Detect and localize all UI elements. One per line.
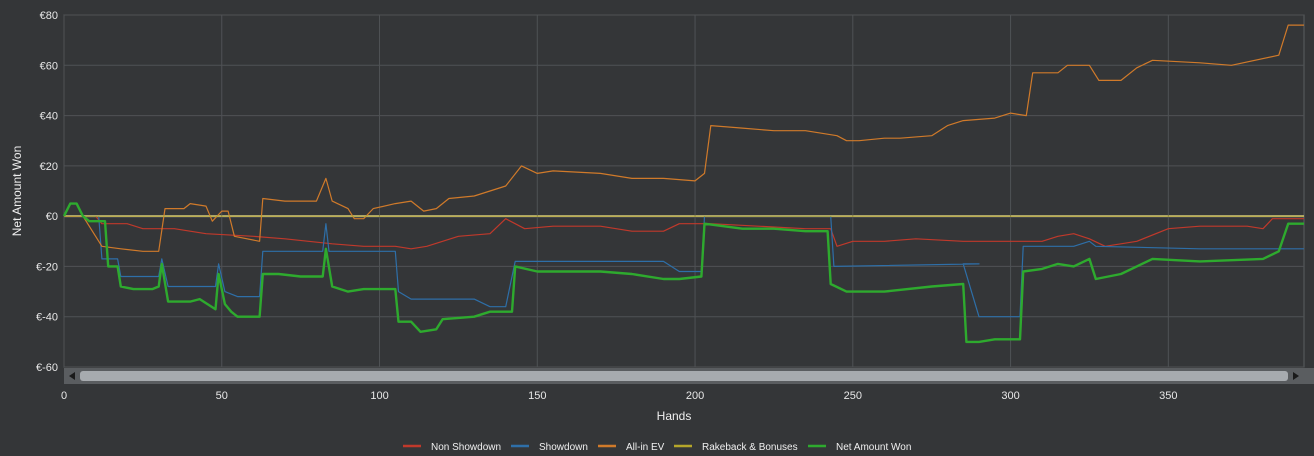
legend: Non Showdown Showdown All-in EV Rakeback & … bbox=[403, 442, 911, 453]
y-tick-label: €-60 bbox=[36, 362, 58, 374]
x-tick-label: 350 bbox=[1159, 390, 1177, 402]
y-axis-title: Net Amount Won bbox=[10, 146, 24, 237]
plot-area bbox=[63, 14, 1305, 368]
y-tick-label: €20 bbox=[40, 161, 58, 173]
x-tick-label: 100 bbox=[370, 390, 388, 402]
x-tick-label: 300 bbox=[1001, 390, 1019, 402]
scroll-left-icon[interactable] bbox=[69, 372, 75, 380]
x-tick-label: 0 bbox=[61, 390, 67, 402]
y-tick-label: €80 bbox=[40, 10, 58, 22]
x-tick-label: 50 bbox=[216, 390, 228, 402]
series-lines bbox=[62, 24, 1304, 344]
x-tick-label: 200 bbox=[686, 390, 704, 402]
y-tick-label: €-40 bbox=[36, 312, 58, 324]
series-line-showdown bbox=[63, 203, 1304, 318]
axis-ticks: €80 €60 €40 €20 €0 €-20 €-40 €-60 0 50 100 150 200 25… bbox=[36, 10, 1178, 402]
y-tick-label: €40 bbox=[40, 111, 58, 123]
legend-label: Showdown bbox=[539, 442, 588, 453]
scrollbar-thumb[interactable] bbox=[80, 371, 1288, 381]
scroll-right-icon[interactable] bbox=[1293, 372, 1299, 380]
y-tick-label: €0 bbox=[46, 211, 58, 223]
y-tick-label: €-20 bbox=[36, 261, 58, 273]
legend-label: All-in EV bbox=[626, 442, 665, 453]
horizontal-scrollbar[interactable] bbox=[64, 368, 1314, 384]
x-tick-label: 250 bbox=[844, 390, 862, 402]
x-axis-title: Hands bbox=[657, 409, 692, 423]
legend-label: Rakeback & Bonuses bbox=[702, 442, 798, 453]
legend-label: Non Showdown bbox=[431, 442, 501, 453]
y-tick-label: €60 bbox=[40, 60, 58, 72]
series-line-non-showdown bbox=[64, 215, 1304, 250]
x-tick-label: 150 bbox=[528, 390, 546, 402]
legend-label: Net Amount Won bbox=[836, 442, 911, 453]
series-line-net-amount-won bbox=[62, 202, 1304, 344]
